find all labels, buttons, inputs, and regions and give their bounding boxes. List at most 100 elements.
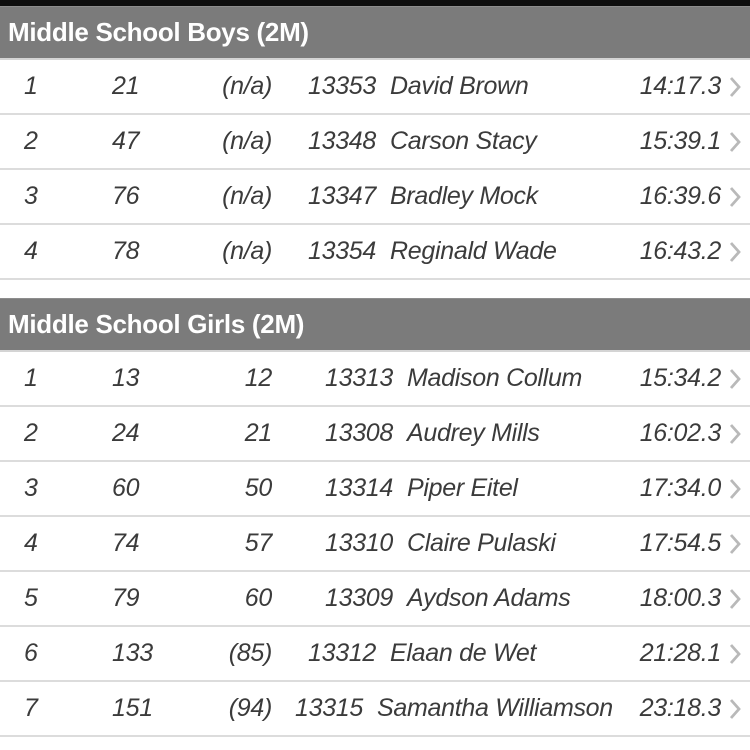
score-cell: 151 bbox=[112, 694, 153, 722]
result-row[interactable]: 3 60 50 13314 Piper Eitel 17:34.0 bbox=[0, 462, 750, 517]
finish-time: 21:28.1 bbox=[639, 639, 722, 667]
chevron-right-icon bbox=[729, 368, 741, 389]
score-cell: 79 bbox=[112, 584, 140, 612]
runner-name: Claire Pulaski bbox=[407, 529, 556, 557]
result-row[interactable]: 1 13 12 13313 Madison Collum 15:34.2 bbox=[0, 352, 750, 407]
finish-time: 18:00.3 bbox=[639, 584, 722, 612]
place-cell: 7 bbox=[24, 694, 38, 722]
runner-name: Madison Collum bbox=[407, 364, 583, 392]
runner-cell: 13314 Piper Eitel bbox=[272, 474, 632, 503]
runner-cell: 13354 Reginald Wade bbox=[255, 237, 632, 266]
alt-score-cell: (n/a) bbox=[222, 237, 272, 265]
runner-name: Elaan de Wet bbox=[390, 639, 537, 667]
finish-time: 15:34.2 bbox=[639, 364, 722, 392]
score-cell: 47 bbox=[112, 127, 140, 155]
runner-cell: 13309 Aydson Adams bbox=[272, 584, 632, 613]
alt-score-cell: 21 bbox=[244, 419, 273, 447]
runner-name: Piper Eitel bbox=[407, 474, 518, 502]
chevron-right-icon bbox=[729, 423, 741, 444]
alt-score-cell: (n/a) bbox=[222, 127, 272, 155]
chevron-right-icon bbox=[729, 588, 741, 609]
runner-name: Samantha Williamson bbox=[377, 694, 613, 722]
result-row[interactable]: 4 78 (n/a) 13354 Reginald Wade 16:43.2 bbox=[0, 225, 750, 280]
result-row[interactable]: 4 74 57 13310 Claire Pulaski 17:54.5 bbox=[0, 517, 750, 572]
place-cell: 1 bbox=[24, 72, 38, 100]
alt-score-cell: 50 bbox=[244, 474, 273, 502]
place-cell: 3 bbox=[24, 474, 38, 502]
chevron-right-icon bbox=[729, 643, 741, 664]
place-cell: 5 bbox=[24, 584, 38, 612]
runner-cell: 13347 Bradley Mock bbox=[255, 182, 632, 211]
finish-time: 23:18.3 bbox=[639, 694, 722, 722]
chevron-right-icon bbox=[729, 698, 741, 719]
section-rows: 1 13 12 13313 Madison Collum 15:34.2 2 2… bbox=[0, 352, 750, 737]
result-row[interactable]: 3 76 (n/a) 13347 Bradley Mock 16:39.6 bbox=[0, 170, 750, 225]
place-cell: 4 bbox=[24, 529, 38, 557]
runner-name: Carson Stacy bbox=[390, 127, 537, 155]
bib-number: 13315 bbox=[295, 694, 364, 722]
results-section: Middle School Girls (2M) 1 13 12 13313 M… bbox=[0, 298, 750, 737]
section-title: Middle School Boys (2M) bbox=[8, 17, 309, 47]
runner-cell: 13353 David Brown bbox=[255, 72, 632, 101]
bib-number: 13348 bbox=[308, 127, 377, 155]
results-section: Middle School Boys (2M) 1 21 (n/a) 13353… bbox=[0, 6, 750, 280]
bib-number: 13308 bbox=[325, 419, 394, 447]
runner-cell: 13348 Carson Stacy bbox=[255, 127, 632, 156]
alt-score-cell: 57 bbox=[244, 529, 273, 557]
sections-container: Middle School Boys (2M) 1 21 (n/a) 13353… bbox=[0, 6, 750, 737]
section-header: Middle School Boys (2M) bbox=[0, 6, 750, 60]
result-row[interactable]: 5 79 60 13309 Aydson Adams 18:00.3 bbox=[0, 572, 750, 627]
finish-time: 17:54.5 bbox=[639, 529, 722, 557]
top-app-bar-remnant bbox=[0, 0, 750, 6]
section-title: Middle School Girls (2M) bbox=[8, 309, 305, 339]
place-cell: 2 bbox=[24, 127, 38, 155]
alt-score-cell: (n/a) bbox=[222, 182, 272, 210]
score-cell: 60 bbox=[112, 474, 140, 502]
chevron-right-icon bbox=[729, 76, 741, 97]
place-cell: 4 bbox=[24, 237, 38, 265]
section-header: Middle School Girls (2M) bbox=[0, 298, 750, 352]
score-cell: 133 bbox=[112, 639, 153, 667]
runner-name: Bradley Mock bbox=[390, 182, 538, 210]
result-row[interactable]: 2 24 21 13308 Audrey Mills 16:02.3 bbox=[0, 407, 750, 462]
finish-time: 15:39.1 bbox=[639, 127, 722, 155]
bib-number: 13347 bbox=[308, 182, 377, 210]
score-cell: 24 bbox=[112, 419, 140, 447]
bib-number: 13353 bbox=[308, 72, 377, 100]
runner-cell: 13312 Elaan de Wet bbox=[255, 639, 632, 668]
bib-number: 13354 bbox=[308, 237, 377, 265]
place-cell: 1 bbox=[24, 364, 38, 392]
finish-time: 14:17.3 bbox=[639, 72, 722, 100]
place-cell: 2 bbox=[24, 419, 38, 447]
finish-time: 16:02.3 bbox=[639, 419, 722, 447]
chevron-right-icon bbox=[729, 186, 741, 207]
chevron-right-icon bbox=[729, 478, 741, 499]
result-row[interactable]: 6 133 (85) 13312 Elaan de Wet 21:28.1 bbox=[0, 627, 750, 682]
finish-time: 16:43.2 bbox=[639, 237, 722, 265]
score-cell: 76 bbox=[112, 182, 140, 210]
bib-number: 13314 bbox=[325, 474, 394, 502]
chevron-right-icon bbox=[729, 241, 741, 262]
section-rows: 1 21 (n/a) 13353 David Brown 14:17.3 2 4… bbox=[0, 60, 750, 280]
finish-time: 16:39.6 bbox=[639, 182, 722, 210]
bib-number: 13310 bbox=[325, 529, 394, 557]
chevron-right-icon bbox=[729, 533, 741, 554]
result-row[interactable]: 1 21 (n/a) 13353 David Brown 14:17.3 bbox=[0, 60, 750, 115]
runner-name: Aydson Adams bbox=[407, 584, 571, 612]
alt-score-cell: 60 bbox=[244, 584, 273, 612]
score-cell: 21 bbox=[112, 72, 140, 100]
runner-cell: 13308 Audrey Mills bbox=[272, 419, 632, 448]
score-cell: 13 bbox=[112, 364, 140, 392]
alt-score-cell: (85) bbox=[228, 639, 273, 667]
result-row[interactable]: 2 47 (n/a) 13348 Carson Stacy 15:39.1 bbox=[0, 115, 750, 170]
score-cell: 74 bbox=[112, 529, 140, 557]
chevron-right-icon bbox=[729, 131, 741, 152]
bib-number: 13309 bbox=[325, 584, 394, 612]
result-row[interactable]: 7 151 (94) 13315 Samantha Williamson 23:… bbox=[0, 682, 750, 737]
place-cell: 6 bbox=[24, 639, 38, 667]
runner-cell: 13313 Madison Collum bbox=[272, 364, 632, 393]
bib-number: 13312 bbox=[308, 639, 377, 667]
score-cell: 78 bbox=[112, 237, 140, 265]
runner-name: Audrey Mills bbox=[407, 419, 540, 447]
place-cell: 3 bbox=[24, 182, 38, 210]
